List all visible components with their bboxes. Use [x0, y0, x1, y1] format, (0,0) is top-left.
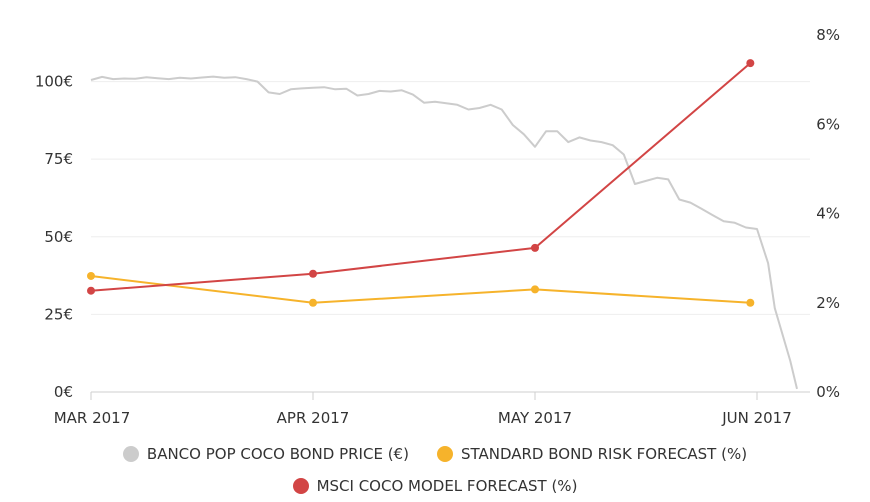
y-left-tick-label: 75€	[44, 150, 73, 168]
y-right-tick-label: 0%	[816, 383, 840, 401]
x-tick-label: JUN 2017	[721, 409, 792, 427]
y-right-tick-label: 4%	[816, 205, 840, 223]
y-left-tick-label: 25€	[44, 305, 73, 323]
data-point-2	[87, 286, 95, 295]
legend-item-standard-risk: STANDARD BOND RISK FORECAST (%)	[436, 445, 748, 463]
y-left-tick-label: 50€	[44, 228, 73, 246]
y-right-tick-label: 6%	[816, 115, 840, 133]
legend-swatch-standard-risk	[436, 446, 453, 462]
data-point-2	[746, 59, 755, 68]
series-line-1	[90, 275, 751, 304]
data-point-1	[531, 285, 539, 294]
data-point-2	[309, 269, 317, 278]
y-left-tick-label: 100€	[35, 73, 73, 91]
data-point-2	[531, 243, 539, 252]
legend-row-2: MSCI COCO MODEL FORECAST (%)	[0, 470, 870, 502]
legend-swatch-bond-price	[122, 446, 139, 462]
chart: 0€ 25€ 50€ 75€ 100€ 0% 2% 4% 6% 8% MAR 2017 APR 201…	[35, 26, 840, 427]
legend-row-1: BANCO POP COCO BOND PRICE (€) STANDARD B…	[0, 438, 870, 470]
legend-label-standard-risk: STANDARD BOND RISK FORECAST (%)	[460, 445, 748, 463]
x-tick-label: MAY 2017	[498, 409, 572, 427]
y-right-tick-label: 8%	[816, 26, 840, 44]
grid-lines	[90, 81, 810, 400]
y-left-tick-label: 0€	[54, 383, 73, 401]
legend-swatch-msci-model	[292, 478, 309, 494]
series-line-0	[90, 75, 798, 390]
legend-item-bond-price: BANCO POP COCO BOND PRICE (€)	[122, 445, 409, 463]
x-tick-label: MAR 2017	[54, 409, 131, 427]
series-points	[87, 59, 755, 307]
series-line-2	[90, 62, 751, 292]
series-lines	[90, 62, 798, 390]
legend-item-msci-model: MSCI COCO MODEL FORECAST (%)	[292, 477, 578, 495]
y-right-tick-label: 2%	[816, 294, 840, 312]
legend-label-bond-price: BANCO POP COCO BOND PRICE (€)	[146, 445, 409, 463]
legend: BANCO POP COCO BOND PRICE (€) STANDARD B…	[0, 438, 870, 502]
data-point-1	[309, 298, 317, 307]
data-point-1	[746, 298, 755, 307]
legend-label-msci-model: MSCI COCO MODEL FORECAST (%)	[316, 477, 578, 495]
x-tick-label: APR 2017	[277, 409, 350, 427]
data-point-1	[87, 271, 95, 280]
tick-labels: 0€ 25€ 50€ 75€ 100€ 0% 2% 4% 6% 8% MAR 2017 APR 201…	[35, 26, 840, 427]
